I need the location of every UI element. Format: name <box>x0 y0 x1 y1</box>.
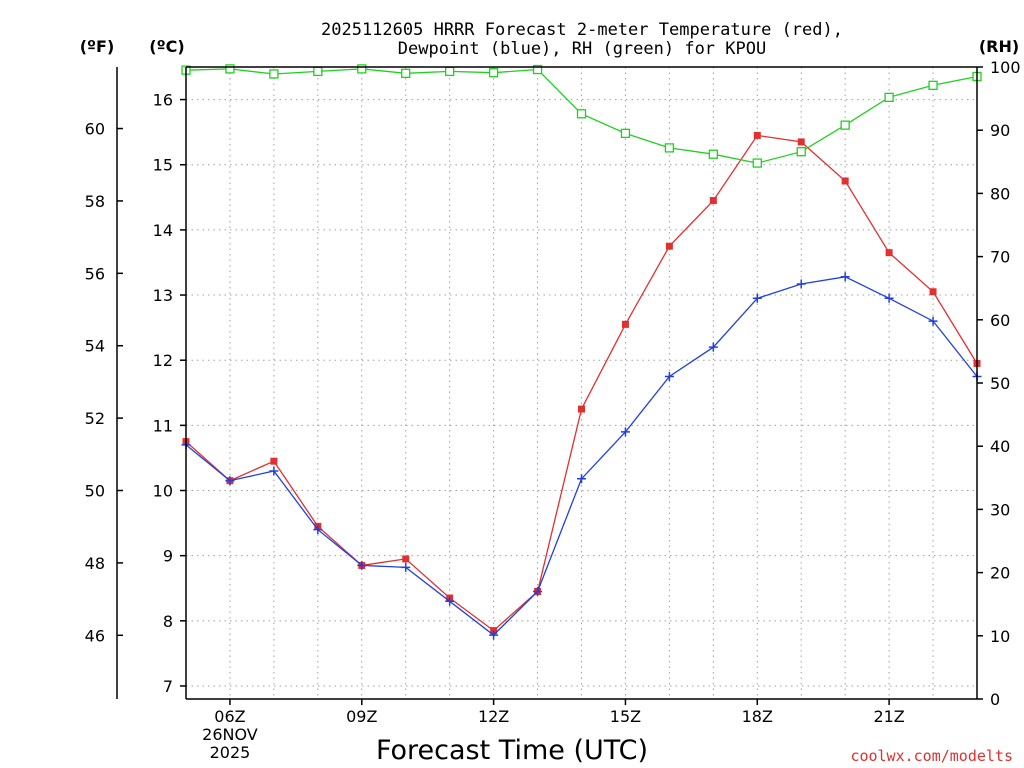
dewpoint-point <box>664 371 674 381</box>
rh-unit-label: (RH) <box>979 37 1019 56</box>
rh-tick-label: 90 <box>990 121 1010 140</box>
chart-title-line-1: 2025112605 HRRR Forecast 2-meter Tempera… <box>321 20 843 40</box>
temperature-point <box>841 177 849 185</box>
dewpoint-point <box>620 427 630 437</box>
x-tick-date-label: 26NOV <box>202 725 258 744</box>
rh-tick-label: 20 <box>990 564 1010 583</box>
rh-point <box>313 66 323 77</box>
fahrenheit-tick-label: 46 <box>85 626 105 645</box>
dewpoint-point <box>445 596 455 606</box>
celsius-tick-label: 11 <box>153 416 173 435</box>
dewpoint-point <box>577 474 586 484</box>
x-tick-label: 09Z <box>346 707 377 726</box>
temperature-point <box>490 627 498 635</box>
fahrenheit-tick-label: 60 <box>85 120 105 139</box>
dewpoint-point <box>313 525 323 535</box>
temperature-point <box>270 457 278 465</box>
celsius-tick-label: 10 <box>153 482 173 501</box>
credit-text: coolwx.com/modelts <box>850 747 1013 765</box>
dewpoint-point <box>401 562 411 572</box>
celsius-unit-label: (ºC) <box>149 37 184 56</box>
rh-point <box>840 120 850 130</box>
rh-point <box>620 128 631 139</box>
rh-point <box>576 109 587 119</box>
dewpoint-point <box>225 476 235 486</box>
fahrenheit-tick-label: 54 <box>85 337 105 356</box>
rh-point <box>269 69 279 79</box>
temperature-point <box>621 320 629 328</box>
rh-tick-label: 80 <box>990 184 1010 203</box>
dewpoint-point <box>840 272 850 282</box>
rh-tick-label: 100 <box>990 58 1021 77</box>
dewpoint-point <box>269 466 279 476</box>
dewpoint-point <box>752 293 762 303</box>
rh-tick-label: 70 <box>990 248 1010 267</box>
fahrenheit-tick-label: 56 <box>85 264 105 283</box>
temperature-point <box>402 555 410 563</box>
temperature-point <box>753 131 761 139</box>
rh-point <box>884 92 894 102</box>
x-tick-label: 12Z <box>478 707 509 726</box>
x-tick-label: 15Z <box>610 707 641 726</box>
fahrenheit-tick-label: 58 <box>85 192 105 211</box>
temperature-series-line <box>185 134 978 632</box>
x-tick-date-label: 2025 <box>210 743 251 762</box>
celsius-tick-label: 13 <box>153 286 173 305</box>
temperature-point <box>578 405 585 413</box>
x-tick-label: 21Z <box>873 707 904 726</box>
celsius-tick-label: 12 <box>153 351 173 370</box>
dewpoint-point <box>533 586 543 596</box>
rh-point <box>796 147 806 157</box>
rh-point <box>357 64 367 74</box>
dewpoint-point <box>357 560 367 570</box>
rh-point <box>928 80 938 90</box>
dewpoint-point <box>884 293 894 303</box>
rh-point <box>708 149 718 159</box>
dewpoint-point <box>708 342 718 352</box>
rh-tick-label: 30 <box>990 500 1010 519</box>
temperature-point <box>665 242 673 250</box>
dewpoint-point <box>796 279 806 289</box>
fahrenheit-tick-label: 50 <box>85 482 105 501</box>
rh-tick-label: 60 <box>990 311 1010 330</box>
dewpoint-series-line <box>185 276 978 636</box>
rh-tick-label: 10 <box>990 627 1010 646</box>
rh-tick-label: 0 <box>990 690 1000 709</box>
rh-tick-label: 50 <box>990 374 1010 393</box>
x-tick-label: 06Z <box>214 707 245 726</box>
rh-point <box>752 158 762 168</box>
fahrenheit-unit-label: (ºF) <box>80 37 115 56</box>
celsius-tick-label: 14 <box>153 221 173 240</box>
x-axis-title: Forecast Time (UTC) <box>376 735 648 766</box>
temperature-point <box>929 288 937 296</box>
rh-point <box>445 66 455 77</box>
rh-point <box>401 68 411 78</box>
rh-point <box>532 64 543 75</box>
temperature-point <box>885 249 893 257</box>
celsius-tick-label: 8 <box>163 612 173 631</box>
fahrenheit-tick-label: 48 <box>85 554 105 573</box>
axes <box>116 66 983 705</box>
x-tick-label: 18Z <box>742 707 773 726</box>
fahrenheit-tick-label: 52 <box>85 409 105 428</box>
rh-point <box>488 68 499 78</box>
series-layer <box>181 64 982 640</box>
dewpoint-point <box>928 316 938 326</box>
rh-point <box>664 143 675 153</box>
chart-title-line-2: Dewpoint (blue), RH (green) for KPOU <box>398 39 766 59</box>
dewpoint-point <box>489 630 499 640</box>
tick-labels: 7 8 9 10 11 12 13 14 15 16 46 48 50 52 54 56 58 60 0 10 20 30… <box>85 58 1021 762</box>
gridlines <box>186 67 977 699</box>
celsius-tick-label: 7 <box>163 677 173 696</box>
celsius-tick-label: 15 <box>153 156 173 175</box>
temperature-point <box>797 138 805 146</box>
celsius-tick-label: 16 <box>153 91 173 110</box>
temperature-point <box>709 197 717 205</box>
rh-tick-label: 40 <box>990 437 1010 456</box>
celsius-tick-label: 9 <box>163 547 173 566</box>
rh-point <box>225 64 235 74</box>
